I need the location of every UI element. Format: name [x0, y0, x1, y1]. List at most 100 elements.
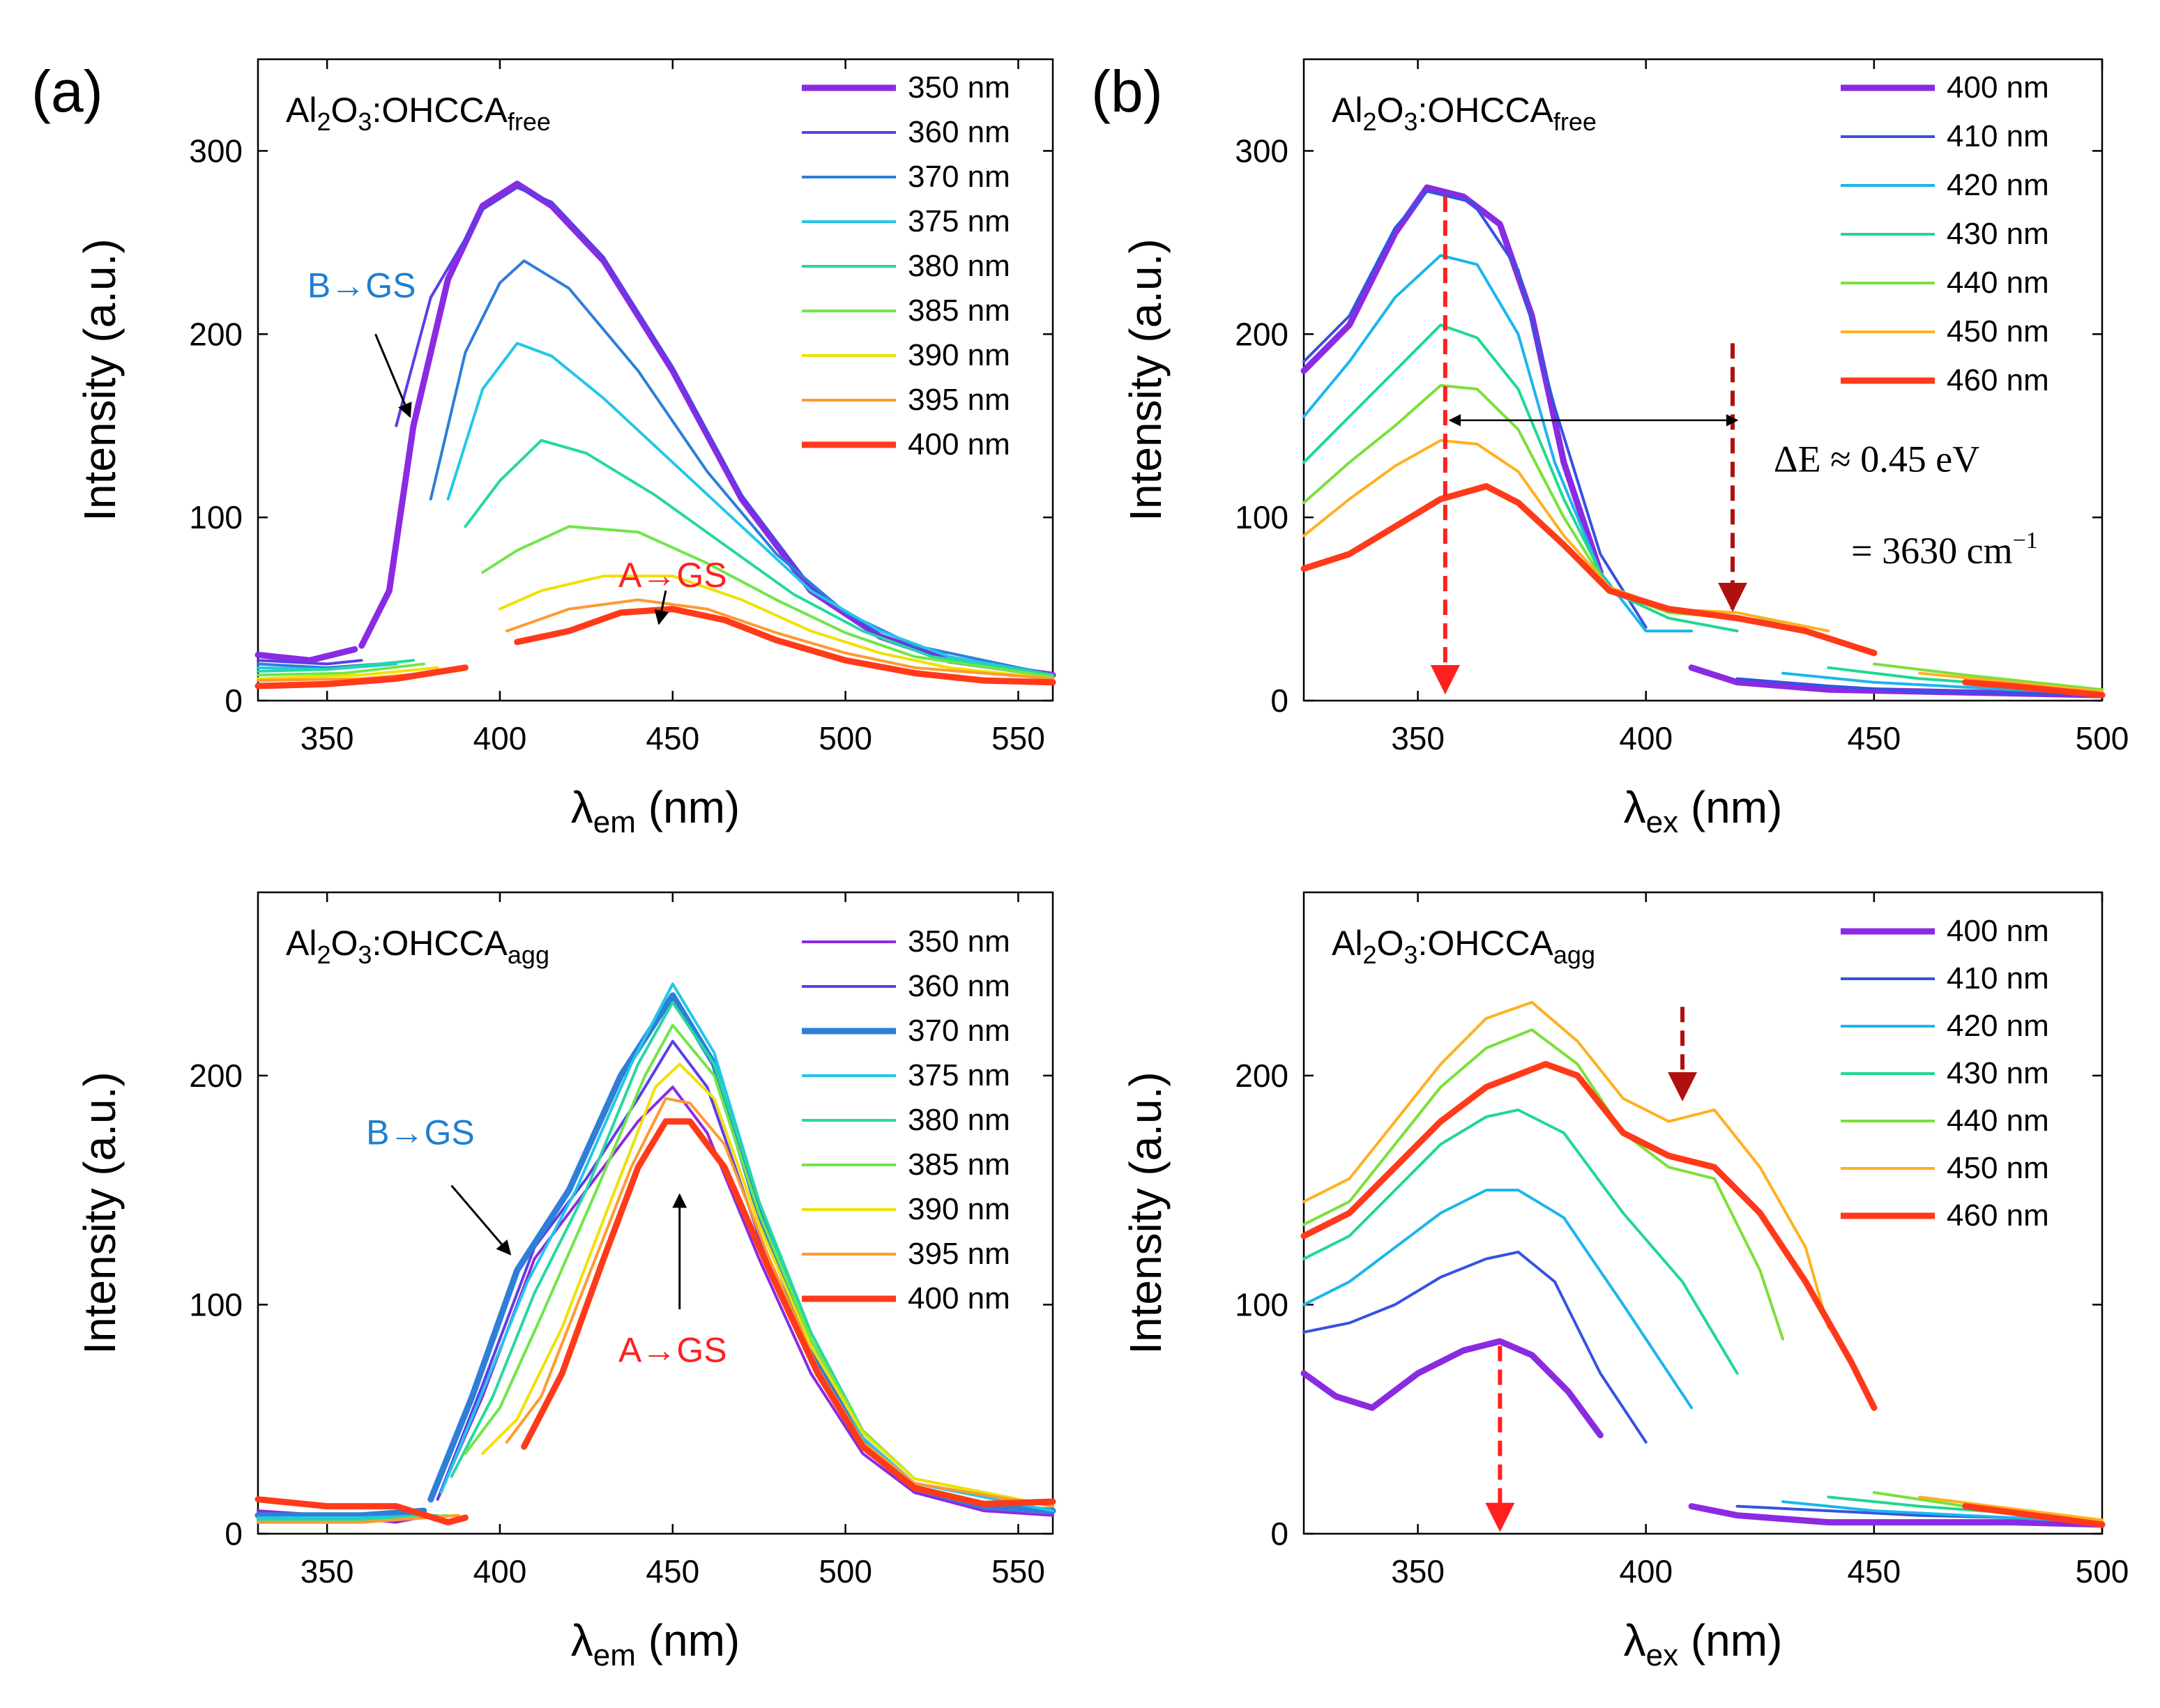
- y-tick-label: 100: [1235, 499, 1288, 535]
- y-tick-label: 0: [225, 683, 243, 719]
- annotation-label: B→GS: [307, 266, 416, 305]
- x-axis-title: λem (nm): [571, 1615, 740, 1672]
- series-line-390-nm: [499, 574, 1054, 680]
- series-line-390-nm: [481, 1062, 1054, 1508]
- x-tick-label: 500: [819, 720, 872, 756]
- chart-bottom-right-excitation-agg: 350 400 450 500 0 100 200 λex (nm) Intensity (a.…: [1120, 891, 2129, 1672]
- y-tick-label: 0: [225, 1516, 243, 1552]
- series-line-390-nm: [257, 666, 439, 680]
- plot-frame: [257, 58, 1054, 702]
- series-line-430-nm: [1302, 323, 1739, 633]
- series-line-460-nm: [1300, 1060, 1878, 1411]
- legend-label: 350 nm: [908, 70, 1010, 105]
- legend-label: 350 nm: [908, 924, 1010, 959]
- x-tick-label: 500: [819, 1553, 872, 1589]
- x-tick-label: 400: [1619, 720, 1673, 756]
- legend-label: 410 nm: [1947, 119, 2049, 153]
- legend-label: 420 nm: [1947, 1009, 2049, 1043]
- plot-frame: [1302, 891, 2104, 1535]
- series-line-400-nm: [514, 606, 1056, 686]
- x-tick-label: 350: [301, 1553, 354, 1589]
- series-line-370-nm: [254, 1507, 427, 1519]
- series-line-350-nm: [254, 646, 358, 664]
- x-tick-label: 450: [1847, 1553, 1901, 1589]
- x-tick-label: 550: [991, 1553, 1045, 1589]
- x-tick-label: 350: [1391, 720, 1445, 756]
- series-line-385-nm: [481, 525, 1054, 678]
- y-tick-label: 200: [189, 316, 243, 352]
- series-line-400-nm: [1300, 1338, 1604, 1439]
- legend-label: 400 nm: [1947, 914, 2049, 948]
- series-line-400-nm: [521, 1118, 1056, 1507]
- x-tick-label: 450: [646, 1553, 699, 1589]
- series-line-380-nm: [464, 439, 1054, 677]
- legend-label: 400 nm: [1947, 70, 2049, 105]
- legend-label: 390 nm: [908, 1192, 1010, 1226]
- legend-label: 375 nm: [908, 204, 1010, 238]
- series-line-410-nm: [1302, 190, 1648, 629]
- legend-label: 395 nm: [908, 383, 1010, 417]
- annotation-label: A→GS: [618, 556, 727, 595]
- y-axis-title: Intensity (a.u.): [75, 238, 125, 521]
- series-line-440-nm: [1872, 662, 2104, 692]
- legend-label: 360 nm: [908, 969, 1010, 1003]
- chart-top-right-excitation-free: 350 400 450 500 0 100 200 300 λex (nm) Intensity …: [1120, 58, 2129, 839]
- sample-label: Al2O3:OHCCAfree: [1332, 91, 1597, 136]
- y-tick-label: 100: [189, 499, 243, 535]
- y-tick-label: 0: [1270, 683, 1288, 719]
- sample-label: Al2O3:OHCCAagg: [1332, 924, 1595, 969]
- legend-label: 375 nm: [908, 1058, 1010, 1092]
- legend-label: 440 nm: [1947, 266, 2049, 300]
- x-tick-label: 550: [991, 720, 1045, 756]
- legend-label: 430 nm: [1947, 217, 2049, 251]
- x-tick-label: 500: [2076, 720, 2129, 756]
- series-line-400-nm: [1688, 1503, 2106, 1528]
- series-line-460-nm: [1300, 483, 1878, 657]
- legend-label: 400 nm: [908, 1281, 1010, 1316]
- series-line-460-nm: [1962, 679, 2106, 699]
- series-line-410-nm: [1302, 1250, 1648, 1444]
- annotation-arrow: [374, 333, 412, 418]
- series-line-375-nm: [446, 342, 1054, 677]
- x-axis-title: λex (nm): [1624, 782, 1783, 839]
- legend-label: 450 nm: [1947, 1151, 2049, 1185]
- y-tick-label: 200: [189, 1058, 243, 1094]
- legend-label: 385 nm: [908, 1147, 1010, 1182]
- panel-label-a: (a): [31, 59, 103, 124]
- legend-label: 395 nm: [908, 1237, 1010, 1271]
- x-tick-label: 450: [1847, 720, 1901, 756]
- chart-bottom-left-emission-agg: 350 400 450 500 550 0 100 200 λem (nm) Intensity …: [75, 891, 1056, 1672]
- series-line-395-nm: [505, 1097, 1054, 1508]
- y-tick-label: 100: [1235, 1286, 1288, 1322]
- legend-label: 385 nm: [908, 293, 1010, 328]
- y-tick-label: 300: [1235, 132, 1288, 169]
- x-tick-label: 350: [301, 720, 354, 756]
- legend-label: 360 nm: [908, 115, 1010, 149]
- legend-label: 370 nm: [908, 1014, 1010, 1048]
- y-axis-title: Intensity (a.u.): [1120, 238, 1171, 521]
- series-line-450-nm: [1302, 1000, 1830, 1329]
- series-line-375-nm: [439, 982, 1054, 1513]
- y-tick-label: 0: [1270, 1516, 1288, 1552]
- energy-text-ev: ΔE ≈ 0.45 eV: [1774, 438, 1979, 480]
- chart-top-left-emission-free: 350 400 450 500 550 0 100 200 300 λem (nm) Intensi…: [75, 58, 1056, 839]
- sample-label: Al2O3:OHCCAagg: [286, 924, 549, 969]
- series-line-400-nm: [1300, 184, 1604, 576]
- series-line-420-nm: [1302, 1189, 1694, 1410]
- annotation-arrow: [450, 1184, 512, 1256]
- legend-label: 380 nm: [908, 249, 1010, 283]
- legend-label: 400 nm: [908, 427, 1010, 462]
- legend-label: 410 nm: [1947, 961, 2049, 996]
- y-tick-label: 200: [1235, 1058, 1288, 1094]
- annotation-label: A→GS: [618, 1331, 727, 1370]
- legend-label: 440 nm: [1947, 1104, 2049, 1138]
- series-line-450-nm: [1918, 1495, 2104, 1522]
- y-axis-title: Intensity (a.u.): [1120, 1072, 1171, 1355]
- x-axis-title: λem (nm): [571, 782, 740, 839]
- plot-frame: [1302, 58, 2104, 702]
- series-line-440-nm: [1302, 1028, 1784, 1341]
- series-line-350-nm: [436, 1085, 1054, 1517]
- x-tick-label: 350: [1391, 1553, 1445, 1589]
- annotation-arrow: [654, 590, 669, 625]
